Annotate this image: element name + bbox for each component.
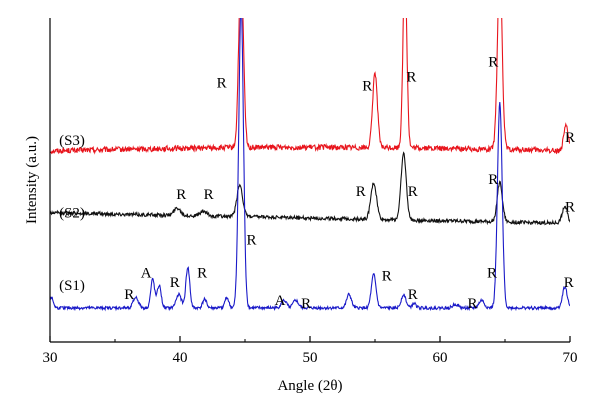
- series-line-s2: [50, 151, 570, 226]
- peak-label: R: [197, 266, 207, 282]
- x-tick-label: 50: [303, 350, 318, 366]
- x-axis-title: Angle (2θ): [277, 378, 342, 394]
- peak-label: R: [488, 172, 498, 188]
- peak-label: R: [565, 199, 575, 215]
- peak-label: R: [217, 75, 227, 91]
- peak-label: R: [124, 287, 134, 303]
- peak-label: R: [246, 233, 256, 249]
- series-label: (S2): [59, 205, 85, 221]
- peak-label: R: [467, 296, 477, 312]
- peak-label: R: [488, 54, 498, 70]
- peak-label: R: [406, 69, 416, 85]
- peak-label: A: [141, 266, 152, 282]
- peak-label: R: [356, 184, 366, 200]
- peak-label: R: [565, 130, 575, 146]
- peak-label: R: [170, 275, 180, 291]
- peak-label: R: [408, 184, 418, 200]
- peak-label: R: [301, 296, 311, 312]
- y-axis-title: Intensity (a.u.): [24, 136, 40, 224]
- series-line-s3: [50, 18, 570, 155]
- peak-label: A: [275, 293, 286, 309]
- peak-label: R: [564, 275, 574, 291]
- peak-label: R: [204, 187, 214, 203]
- peak-label: R: [408, 287, 418, 303]
- x-tick-label: 60: [433, 350, 448, 366]
- series-label: (S3): [59, 133, 85, 149]
- series-layer: [50, 18, 570, 312]
- peak-label: R: [487, 266, 497, 282]
- x-tick-label: 30: [43, 350, 58, 366]
- peak-label: R: [362, 78, 372, 94]
- series-line-s1: [50, 18, 570, 312]
- peak-label: R: [382, 269, 392, 285]
- x-tick-label: 40: [173, 350, 188, 366]
- peak-label: R: [176, 187, 186, 203]
- x-ticks: 30 40 50 60 70: [43, 336, 578, 366]
- series-label: (S1): [59, 278, 85, 294]
- x-tick-label: 70: [563, 350, 578, 366]
